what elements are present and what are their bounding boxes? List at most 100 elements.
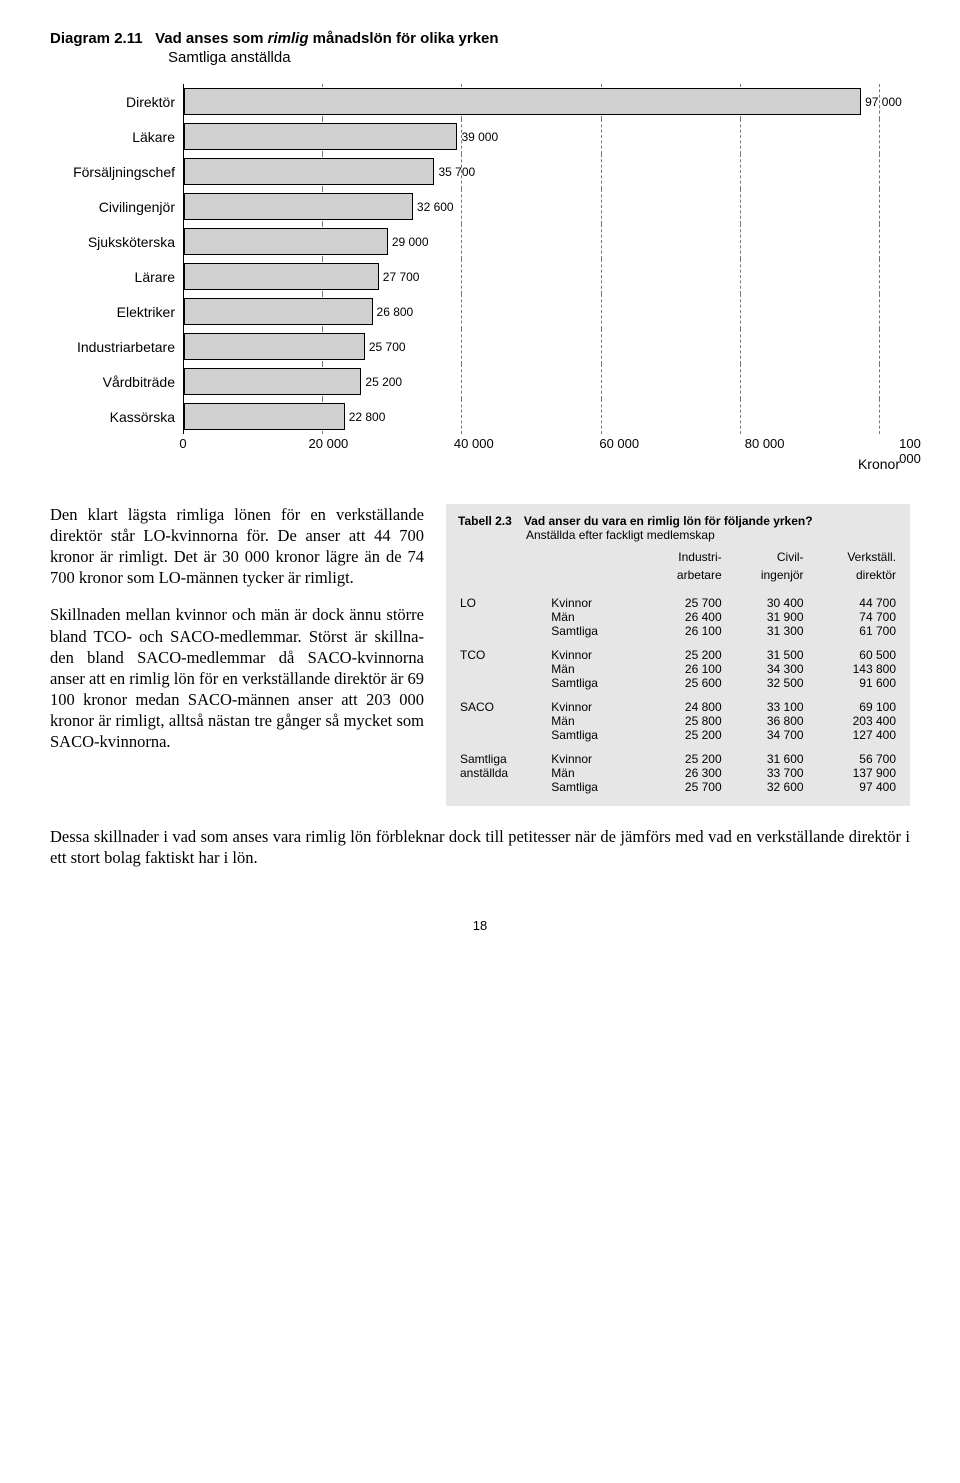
chart-plot-area: 27 700 <box>183 259 880 294</box>
table-cell: 31 600 <box>724 742 806 766</box>
chart-value-label: 25 200 <box>359 375 402 389</box>
col-header: arbetare <box>638 568 723 586</box>
table-group-label: SACO <box>458 690 549 714</box>
table-cell: 32 600 <box>724 780 806 794</box>
chart-row: Vårdbiträde25 200 <box>50 364 880 399</box>
table-cell: 33 100 <box>724 690 806 714</box>
chart-tick-label: 60 000 <box>599 436 639 451</box>
chart-bar <box>184 403 345 430</box>
table-group-label <box>458 610 549 624</box>
chart-value-label: 32 600 <box>411 200 454 214</box>
chart-category-label: Läkare <box>50 129 183 145</box>
col-header: Civil- <box>724 550 806 568</box>
chart-plot-area: 35 700 <box>183 154 880 189</box>
table-cell: 143 800 <box>806 662 898 676</box>
chart-plot-area: 32 600 <box>183 189 880 224</box>
chart-plot-area: 22 800 <box>183 399 880 434</box>
body-paragraph-1: Den klart lägsta rimliga lönen för en ve… <box>50 504 424 588</box>
table-cell: 26 100 <box>638 624 723 638</box>
table-sub-label: Samtliga <box>549 624 638 638</box>
table-sub-label: Samtliga <box>549 728 638 742</box>
chart-tick-label: 20 000 <box>309 436 349 451</box>
table-heading-prefix: Tabell 2.3 <box>458 514 524 528</box>
chart-bar <box>184 88 861 115</box>
chart-value-label: 25 700 <box>363 340 406 354</box>
table-row: TCOKvinnor25 20031 50060 500 <box>458 638 898 662</box>
table-sub-label: Samtliga <box>549 780 638 794</box>
table-group-label <box>458 624 549 638</box>
table-cell: 60 500 <box>806 638 898 662</box>
table-sub-label: Kvinnor <box>549 690 638 714</box>
chart-bar <box>184 263 379 290</box>
chart-value-label: 97 000 <box>859 95 902 109</box>
table-row: Män25 80036 800203 400 <box>458 714 898 728</box>
chart-tick-label: 0 <box>179 436 186 451</box>
chart-row: Civilingenjör 32 600 <box>50 189 880 224</box>
chart-bar <box>184 158 434 185</box>
table-row: LOKvinnor25 70030 40044 700 <box>458 586 898 610</box>
chart-category-label: Sjuksköterska <box>50 234 183 250</box>
table-cell: 25 200 <box>638 742 723 766</box>
table-sub-label: Kvinnor <box>549 742 638 766</box>
chart-heading-prefix: Diagram 2.11 <box>50 30 143 47</box>
page-number: 18 <box>50 918 910 933</box>
table-cell: 26 100 <box>638 662 723 676</box>
chart-category-label: Civilingenjör <box>50 199 183 215</box>
table-sub-label: Män <box>549 766 638 780</box>
chart-plot-area: 26 800 <box>183 294 880 329</box>
table-sub-label: Män <box>549 662 638 676</box>
table-cell: 56 700 <box>806 742 898 766</box>
chart-category-label: Försäljningschef <box>50 164 183 180</box>
chart-x-axis: 020 00040 00060 00080 000100 000 <box>50 436 910 454</box>
table-cell: 31 500 <box>724 638 806 662</box>
table-cell: 34 700 <box>724 728 806 742</box>
table-row: SACOKvinnor24 80033 10069 100 <box>458 690 898 714</box>
table-cell: 127 400 <box>806 728 898 742</box>
table-group-label: Samtliga <box>458 742 549 766</box>
table-cell: 26 400 <box>638 610 723 624</box>
chart-plot-area: 29 000 <box>183 224 880 259</box>
body-paragraph-2: Skillnaden mellan kvinnor och män är doc… <box>50 604 424 752</box>
data-table: Industri-Civil-Verkställ.arbetareingenjö… <box>458 550 898 794</box>
chart-plot-area: 39 000 <box>183 119 880 154</box>
chart-bar <box>184 368 361 395</box>
table-cell: 32 500 <box>724 676 806 690</box>
chart-value-label: 22 800 <box>343 410 386 424</box>
table-sub-label: Män <box>549 610 638 624</box>
table-group-label <box>458 676 549 690</box>
table-row: Män26 10034 300143 800 <box>458 662 898 676</box>
salary-bar-chart: Direktör97 000Läkare 39 000 Försäljningsch… <box>50 84 880 434</box>
chart-row: Elektriker26 800 <box>50 294 880 329</box>
col-header: Verkställ. <box>806 550 898 568</box>
chart-plot-area: 97 000 <box>183 84 880 119</box>
table-cell: 25 600 <box>638 676 723 690</box>
bottom-paragraph: Dessa skillnader i vad som anses vara ri… <box>50 826 910 868</box>
table-sub-label: Samtliga <box>549 676 638 690</box>
table-cell: 44 700 <box>806 586 898 610</box>
chart-value-label: 35 700 <box>432 165 475 179</box>
table-group-label <box>458 728 549 742</box>
table-group-label: anställda <box>458 766 549 780</box>
table-group-label <box>458 662 549 676</box>
table-sub-label: Kvinnor <box>549 586 638 610</box>
chart-bar <box>184 228 388 255</box>
table-cell: 25 200 <box>638 728 723 742</box>
chart-x-label: Kronor <box>50 456 910 472</box>
table-row: SamtligaKvinnor25 20031 60056 700 <box>458 742 898 766</box>
table-subheading: Anställda efter fackligt medlemskap <box>526 528 898 542</box>
table-sub-label: Män <box>549 714 638 728</box>
chart-category-label: Direktör <box>50 94 183 110</box>
table-group-label <box>458 780 549 794</box>
col-header: Industri- <box>638 550 723 568</box>
chart-heading: Diagram 2.11 Vad anses som rimlig månads… <box>50 30 910 47</box>
table-cell: 34 300 <box>724 662 806 676</box>
table-row: Samtliga25 20034 700127 400 <box>458 728 898 742</box>
table-cell: 69 100 <box>806 690 898 714</box>
table-cell: 91 600 <box>806 676 898 690</box>
chart-value-label: 39 000 <box>455 130 498 144</box>
table-cell: 203 400 <box>806 714 898 728</box>
chart-bar <box>184 298 373 325</box>
table-cell: 25 700 <box>638 586 723 610</box>
chart-category-label: Elektriker <box>50 304 183 320</box>
table-row: Män26 40031 90074 700 <box>458 610 898 624</box>
